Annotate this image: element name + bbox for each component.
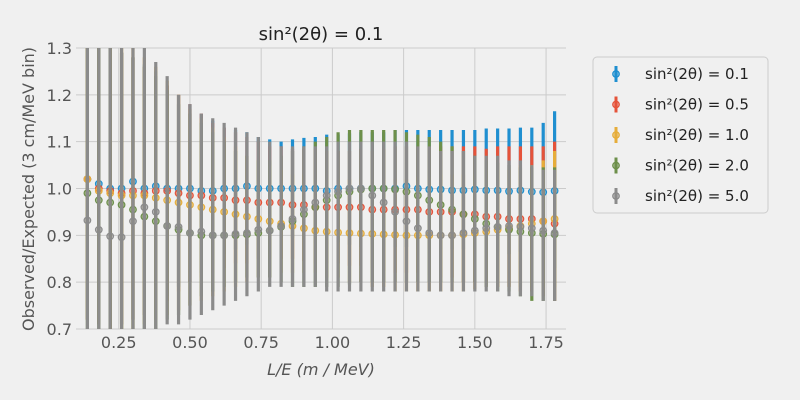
data-point bbox=[516, 223, 525, 231]
legend-marker bbox=[612, 70, 620, 78]
data-point bbox=[311, 198, 320, 207]
data-point bbox=[391, 208, 399, 216]
data-point bbox=[436, 231, 445, 240]
data-point bbox=[151, 208, 160, 216]
legend-marker bbox=[612, 100, 620, 109]
data-point bbox=[163, 222, 172, 230]
data-point bbox=[413, 224, 422, 233]
legend-marker bbox=[612, 161, 620, 170]
y-axis-ticks: 0.7 0.8 0.9 1.0 1.1 1.2 1.3 bbox=[47, 39, 72, 339]
legend-marker bbox=[612, 131, 620, 139]
data-point bbox=[288, 215, 297, 223]
data-point bbox=[220, 231, 229, 240]
data-point bbox=[505, 222, 513, 230]
x-tick-label: 0.75 bbox=[243, 333, 279, 352]
legend: sin²(2θ) = 0.1 sin²(2θ) = 0.5 sin²(2θ) = 1… bbox=[592, 56, 769, 214]
data-point bbox=[140, 203, 149, 212]
y-tick-label: 1.0 bbox=[47, 180, 72, 199]
data-point bbox=[94, 225, 103, 234]
series-layer bbox=[83, 48, 559, 329]
y-tick-label: 1.3 bbox=[47, 39, 72, 58]
data-point bbox=[277, 222, 286, 230]
x-tick-label: 1.00 bbox=[315, 333, 351, 352]
y-tick-label: 0.9 bbox=[47, 226, 72, 245]
data-point bbox=[368, 191, 377, 200]
data-point bbox=[550, 229, 559, 237]
data-point bbox=[243, 229, 251, 237]
data-point bbox=[129, 217, 137, 226]
legend-box bbox=[592, 56, 769, 214]
legend-label: sin²(2θ) = 5.0 bbox=[645, 187, 749, 205]
x-tick-label: 1.75 bbox=[528, 333, 564, 352]
data-point bbox=[83, 216, 92, 225]
data-point bbox=[482, 224, 491, 233]
legend-label: sin²(2θ) = 0.5 bbox=[645, 96, 749, 114]
legend-label: sin²(2θ) = 2.0 bbox=[645, 157, 749, 175]
data-point bbox=[174, 223, 183, 231]
x-tick-label: 0.25 bbox=[101, 333, 137, 352]
legend-item-5: sin²(2θ) = 5.0 bbox=[612, 187, 749, 205]
data-point bbox=[493, 223, 502, 231]
data-point bbox=[300, 205, 308, 214]
x-tick-label: 0.50 bbox=[172, 333, 208, 352]
legend-label: sin²(2θ) = 0.1 bbox=[645, 65, 749, 83]
data-point bbox=[379, 198, 388, 207]
data-point bbox=[539, 226, 548, 235]
data-point bbox=[527, 224, 536, 233]
y-tick-label: 0.7 bbox=[47, 320, 72, 339]
data-point bbox=[345, 184, 354, 193]
data-point bbox=[117, 233, 126, 242]
y-tick-label: 1.2 bbox=[47, 86, 72, 105]
x-axis-label: L/E (m / MeV) bbox=[267, 360, 375, 379]
data-point bbox=[265, 226, 274, 235]
legend-item-4: sin²(2θ) = 2.0 bbox=[612, 157, 749, 175]
legend-label: sin²(2θ) = 1.0 bbox=[645, 126, 749, 144]
y-tick-label: 0.8 bbox=[47, 273, 72, 292]
x-tick-label: 1.50 bbox=[457, 333, 493, 352]
data-point bbox=[197, 227, 206, 236]
data-point bbox=[322, 191, 331, 200]
series-5 bbox=[83, 48, 559, 329]
data-point bbox=[470, 226, 479, 235]
y-axis-label: Observed/Expected (3 cm/MeV bin) bbox=[19, 47, 38, 331]
data-point bbox=[448, 231, 456, 240]
y-tick-label: 1.1 bbox=[47, 133, 72, 152]
legend-item-1: sin²(2θ) = 0.1 bbox=[612, 65, 749, 83]
x-tick-label: 1.25 bbox=[386, 333, 422, 352]
data-point bbox=[231, 230, 240, 238]
chart-title: sin²(2θ) = 0.1 bbox=[259, 24, 384, 45]
legend-marker bbox=[612, 192, 620, 200]
legend-item-2: sin²(2θ) = 0.5 bbox=[612, 96, 749, 114]
data-point bbox=[402, 217, 411, 226]
data-point bbox=[356, 184, 365, 193]
x-axis-ticks: 0.25 0.50 0.75 1.00 1.25 1.50 1.75 bbox=[101, 333, 564, 352]
data-point bbox=[208, 231, 217, 240]
data-point bbox=[106, 232, 115, 241]
data-point bbox=[254, 225, 263, 234]
data-point bbox=[334, 187, 342, 196]
legend-item-3: sin²(2θ) = 1.0 bbox=[612, 126, 749, 144]
data-point bbox=[425, 229, 434, 237]
data-point bbox=[186, 229, 194, 237]
data-point bbox=[459, 229, 468, 237]
grid bbox=[76, 47, 566, 330]
